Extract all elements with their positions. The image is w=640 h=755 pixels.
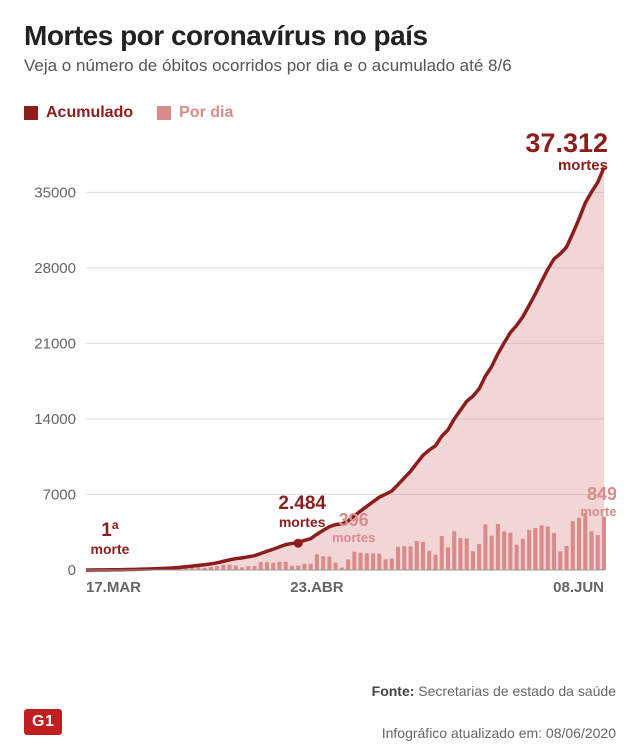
source-line: Fonte: Secretarias de estado da saúde xyxy=(24,683,616,699)
footer: G1 Fonte: Secretarias de estado da saúde… xyxy=(24,683,616,741)
svg-text:1ª: 1ª xyxy=(101,520,120,541)
svg-text:28000: 28000 xyxy=(34,260,76,277)
svg-text:0: 0 xyxy=(68,562,76,579)
svg-text:08.JUN: 08.JUN xyxy=(553,579,604,596)
svg-text:21000: 21000 xyxy=(34,335,76,352)
svg-text:morte: morte xyxy=(91,541,130,557)
svg-text:mortes: mortes xyxy=(558,157,608,174)
chart-subtitle: Veja o número de óbitos ocorridos por di… xyxy=(24,56,616,76)
legend: Acumulado Por dia xyxy=(24,104,616,122)
source-text: Secretarias de estado da saúde xyxy=(418,683,616,699)
legend-item-cumulative: Acumulado xyxy=(24,104,133,122)
source-label: Fonte: xyxy=(372,683,415,699)
svg-text:mortes: mortes xyxy=(580,504,616,519)
legend-swatch-daily xyxy=(157,106,171,120)
svg-text:23.ABR: 23.ABR xyxy=(290,579,344,596)
svg-text:mortes: mortes xyxy=(332,530,375,545)
legend-item-daily: Por dia xyxy=(157,104,233,122)
svg-text:17.MAR: 17.MAR xyxy=(86,579,141,596)
updated-line: Infográfico atualizado em: 08/06/2020 xyxy=(24,725,616,741)
logo-badge: G1 xyxy=(24,709,62,735)
svg-text:396: 396 xyxy=(339,510,369,530)
svg-text:35000: 35000 xyxy=(34,184,76,201)
infographic-root: Mortes por coronavírus no país Veja o nú… xyxy=(0,0,640,755)
legend-label-cumulative: Acumulado xyxy=(46,104,133,122)
svg-text:7000: 7000 xyxy=(43,486,76,503)
svg-text:mortes: mortes xyxy=(279,514,326,530)
chart-title: Mortes por coronavírus no país xyxy=(24,20,616,52)
chart-svg: 0 7000 14000 21000 28000 35000 17.MAR 23.ABR 08.… xyxy=(24,130,616,630)
svg-text:37.312: 37.312 xyxy=(525,130,608,158)
svg-text:849: 849 xyxy=(587,484,616,504)
chart-area: 0 7000 14000 21000 28000 35000 17.MAR 23.ABR 08.… xyxy=(24,130,616,630)
legend-swatch-cumulative xyxy=(24,106,38,120)
svg-text:14000: 14000 xyxy=(34,411,76,428)
svg-text:2.484: 2.484 xyxy=(278,493,326,514)
legend-label-daily: Por dia xyxy=(179,104,233,122)
